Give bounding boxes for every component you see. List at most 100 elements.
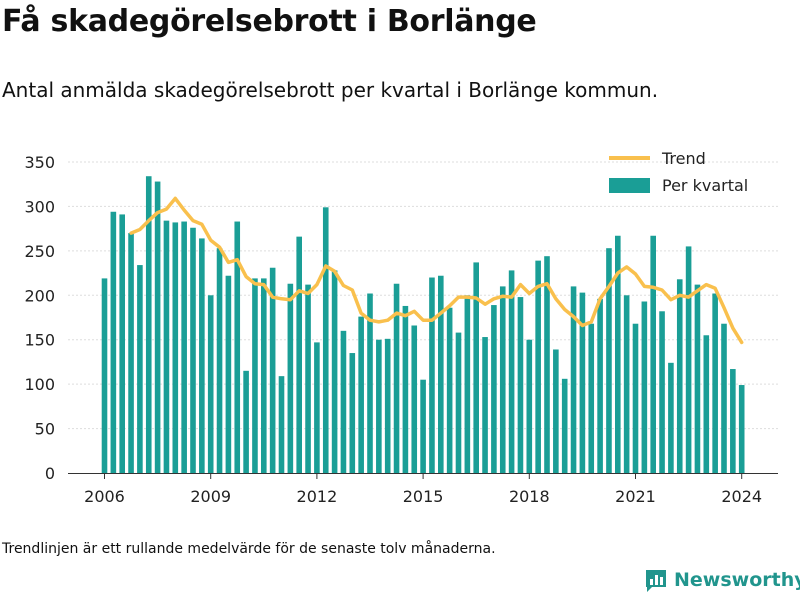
bar xyxy=(429,277,435,473)
legend-trend-label: Trend xyxy=(661,149,706,168)
bar xyxy=(446,307,453,473)
bar xyxy=(207,295,214,473)
bar xyxy=(384,338,391,473)
bar xyxy=(579,292,586,473)
bar xyxy=(650,235,656,473)
legend-bars-label: Per kvartal xyxy=(662,176,748,195)
bar xyxy=(615,235,621,473)
bar xyxy=(358,316,364,473)
legend: Trend Per kvartal xyxy=(609,149,748,195)
bar xyxy=(676,279,683,473)
bar xyxy=(411,325,418,473)
bar xyxy=(252,278,258,473)
brand-logo[interactable]: Newsworthy xyxy=(644,567,800,593)
x-tick-label: 2006 xyxy=(84,487,125,506)
bar xyxy=(561,378,568,473)
x-tick-label: 2021 xyxy=(615,487,656,506)
x-axis-ticks: 2006 2009 2012 2015 2018 2021 2024 xyxy=(84,473,762,506)
footnote: Trendlinjen är ett rullande medelvärde f… xyxy=(2,541,496,557)
bar xyxy=(163,220,170,473)
bar xyxy=(738,385,745,473)
bar xyxy=(101,278,108,473)
page-subtitle: Antal anmälda skadegörelsebrott per kvar… xyxy=(2,78,659,102)
bar xyxy=(526,339,533,473)
bar xyxy=(314,342,320,473)
bar xyxy=(199,238,205,473)
y-axis-ticks: 0 50 100 150 200 250 300 350 xyxy=(24,153,55,483)
bar xyxy=(110,211,117,473)
bar-series xyxy=(101,176,745,473)
bar xyxy=(685,246,692,473)
bar xyxy=(721,323,727,473)
bar xyxy=(172,222,179,473)
y-tick-label: 50 xyxy=(35,420,55,439)
y-tick-label: 300 xyxy=(24,197,55,216)
bar xyxy=(659,311,665,473)
bar xyxy=(499,286,506,473)
bar xyxy=(287,283,294,473)
bar xyxy=(225,275,232,473)
x-tick-label: 2012 xyxy=(297,487,338,506)
bar xyxy=(331,270,338,473)
y-tick-label: 250 xyxy=(24,242,55,261)
bar xyxy=(730,369,736,473)
y-tick-label: 200 xyxy=(24,286,55,305)
bar xyxy=(216,248,223,473)
bar xyxy=(473,262,479,473)
bar xyxy=(340,330,347,473)
y-tick-label: 150 xyxy=(24,331,55,350)
bar xyxy=(305,284,311,473)
bar xyxy=(606,248,612,473)
bar xyxy=(190,227,196,473)
bar xyxy=(597,298,603,473)
bar xyxy=(623,295,630,473)
bar xyxy=(712,293,718,473)
bar xyxy=(703,335,710,473)
bar xyxy=(455,332,462,473)
bar xyxy=(535,260,541,473)
trend-line xyxy=(129,196,744,345)
bar xyxy=(544,256,550,473)
bar xyxy=(278,376,285,473)
bar xyxy=(641,301,648,473)
bar xyxy=(243,370,249,473)
bar xyxy=(482,337,488,473)
x-tick-label: 2015 xyxy=(403,487,444,506)
bar xyxy=(119,214,125,473)
bar xyxy=(393,283,400,473)
newsworthy-logo-icon xyxy=(646,570,666,592)
bar xyxy=(234,221,241,473)
legend-bars-swatch xyxy=(609,178,650,193)
bar xyxy=(694,284,701,473)
bar xyxy=(181,221,187,473)
bar xyxy=(154,181,161,473)
brand-name: Newsworthy xyxy=(674,569,800,591)
bar xyxy=(145,176,152,473)
bar xyxy=(491,305,497,473)
bar xyxy=(553,349,559,473)
bar xyxy=(588,323,595,473)
bar xyxy=(137,265,143,473)
bar xyxy=(349,353,356,473)
y-tick-label: 100 xyxy=(24,375,55,394)
bar xyxy=(367,293,373,473)
bar xyxy=(420,379,426,473)
bar xyxy=(438,275,444,473)
bar xyxy=(128,233,134,473)
bar xyxy=(570,286,577,473)
bar xyxy=(517,297,524,473)
x-tick-label: 2024 xyxy=(721,487,762,506)
bar xyxy=(464,295,471,473)
y-tick-label: 350 xyxy=(24,153,55,172)
x-tick-label: 2009 xyxy=(190,487,231,506)
y-tick-label: 0 xyxy=(45,464,55,483)
bar xyxy=(261,278,267,473)
x-tick-label: 2018 xyxy=(509,487,550,506)
bar xyxy=(269,267,276,473)
bar xyxy=(508,270,515,473)
bar xyxy=(402,305,409,473)
bar xyxy=(322,207,329,473)
bar xyxy=(376,339,382,473)
bar xyxy=(632,323,639,473)
